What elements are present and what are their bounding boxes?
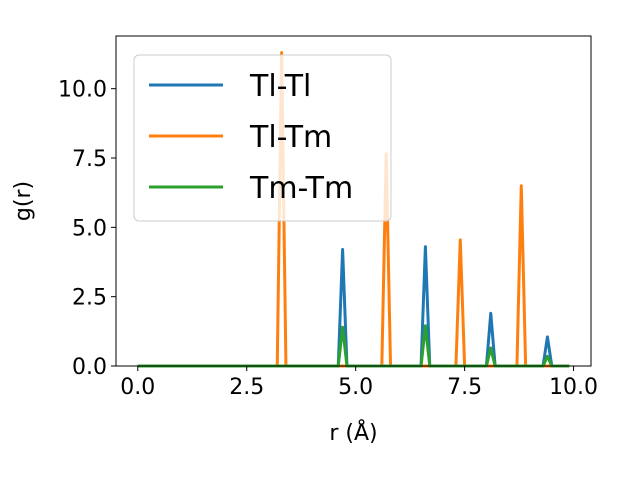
y-tick-label: 7.5 — [72, 147, 107, 172]
legend-label-0: Tl-Tl — [249, 69, 311, 104]
series-line-0 — [137, 245, 570, 368]
y-axis-label: g(r) — [11, 181, 36, 221]
y-tick-label: 10.0 — [58, 78, 107, 103]
x-tick-label: 5.0 — [338, 375, 373, 400]
axes-layer: 0.0 2.5 5.0 7.5 10.0 0.0 2.5 5.0 7.5 10.0 — [58, 35, 598, 400]
x-axis-label: r (Å) — [329, 419, 377, 446]
legend-box — [133, 54, 392, 222]
legend: Tl-Tl Tl-Tm Tm-Tm — [133, 54, 392, 222]
x-tick-label: 7.5 — [447, 375, 482, 400]
plot-frame — [115, 35, 592, 367]
series-line-2 — [137, 324, 570, 368]
x-tick-label: 10.0 — [549, 375, 598, 400]
legend-label-2: Tm-Tm — [249, 171, 353, 206]
x-tick-label: 2.5 — [229, 375, 264, 400]
legend-label-1: Tl-Tm — [249, 120, 332, 155]
y-tick-label: 0.0 — [72, 355, 107, 380]
y-tick-label: 2.5 — [72, 286, 107, 311]
x-tick-label: 0.0 — [120, 375, 155, 400]
y-tick-label: 5.0 — [72, 216, 107, 241]
